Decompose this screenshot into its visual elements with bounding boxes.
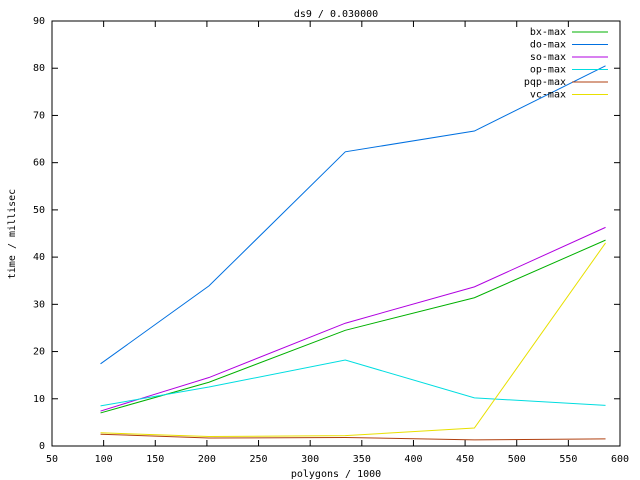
y-tick-label: 70 (33, 110, 45, 121)
series-line (100, 359, 606, 407)
y-tick-label: 30 (33, 299, 45, 310)
y-axis-label: time / millisec (7, 189, 18, 279)
x-tick-label: 100 (95, 454, 113, 465)
x-tick-label: 250 (250, 454, 268, 465)
x-tick-label: 350 (353, 454, 371, 465)
y-tick-label: 90 (33, 16, 45, 27)
x-tick-label: 550 (559, 454, 577, 465)
legend-label: do-max (530, 40, 566, 51)
legend-label: vc-max (530, 90, 566, 101)
y-tick-label: 10 (33, 394, 45, 405)
x-tick-label: 600 (611, 454, 629, 465)
x-tick-label: 150 (146, 454, 164, 465)
plot-frame (51, 20, 621, 447)
legend-label: pqp-max (524, 77, 566, 88)
x-tick-label: 300 (301, 454, 319, 465)
x-tick-label: 400 (404, 454, 422, 465)
legend-label: op-max (530, 65, 566, 76)
x-tick-label: 500 (508, 454, 526, 465)
x-tick-label: 450 (456, 454, 474, 465)
series-line (100, 226, 606, 412)
x-tick-label: 200 (198, 454, 216, 465)
series-line (100, 242, 606, 438)
chart-title: ds9 / 0.030000 (294, 9, 378, 20)
legend-label: so-max (530, 52, 566, 63)
x-tick-label: 50 (46, 454, 58, 465)
series-line (100, 239, 606, 414)
y-tick-label: 0 (39, 441, 45, 452)
y-tick-label: 60 (33, 158, 45, 169)
y-tick-label: 50 (33, 205, 45, 216)
series-line (100, 433, 606, 441)
y-tick-label: 40 (33, 252, 45, 263)
legend-label: bx-max (530, 27, 566, 38)
series-line (100, 65, 606, 365)
y-tick-label: 80 (33, 63, 45, 74)
x-axis-label: polygons / 1000 (291, 469, 381, 480)
y-tick-label: 20 (33, 347, 45, 358)
